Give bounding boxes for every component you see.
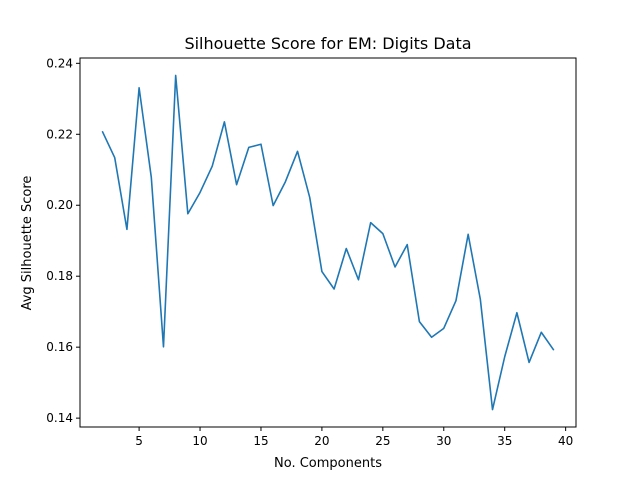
plot-frame	[79, 57, 577, 428]
y-axis-label: Avg Silhouette Score	[20, 176, 35, 311]
y-tick-label-0.20: 0.20	[46, 198, 73, 212]
y-tick-label-0.14: 0.14	[46, 411, 73, 425]
x-axis-label: No. Components	[274, 456, 382, 471]
x-tick-label-15: 15	[253, 434, 268, 448]
x-tick-label-30: 30	[436, 434, 451, 448]
x-tick-label-20: 20	[314, 434, 329, 448]
y-tick-label-0.16: 0.16	[46, 340, 73, 354]
y-tick-label-0.18: 0.18	[46, 269, 73, 283]
x-tick-label-25: 25	[375, 434, 390, 448]
series-line-0	[101, 74, 555, 411]
y-tick-label-0.24: 0.24	[46, 56, 73, 70]
plot-area: 5 10 15 20 25 30 35 40 0.14 0.16 0.18 0.20 0.22 0.24	[46, 56, 577, 448]
chart-title: Silhouette Score for EM: Digits Data	[184, 34, 471, 53]
x-tick-label-5: 5	[135, 434, 143, 448]
x-tick-label-40: 40	[558, 434, 573, 448]
x-tick-label-10: 10	[192, 434, 207, 448]
x-tick-label-35: 35	[497, 434, 512, 448]
y-tick-label-0.22: 0.22	[46, 127, 73, 141]
